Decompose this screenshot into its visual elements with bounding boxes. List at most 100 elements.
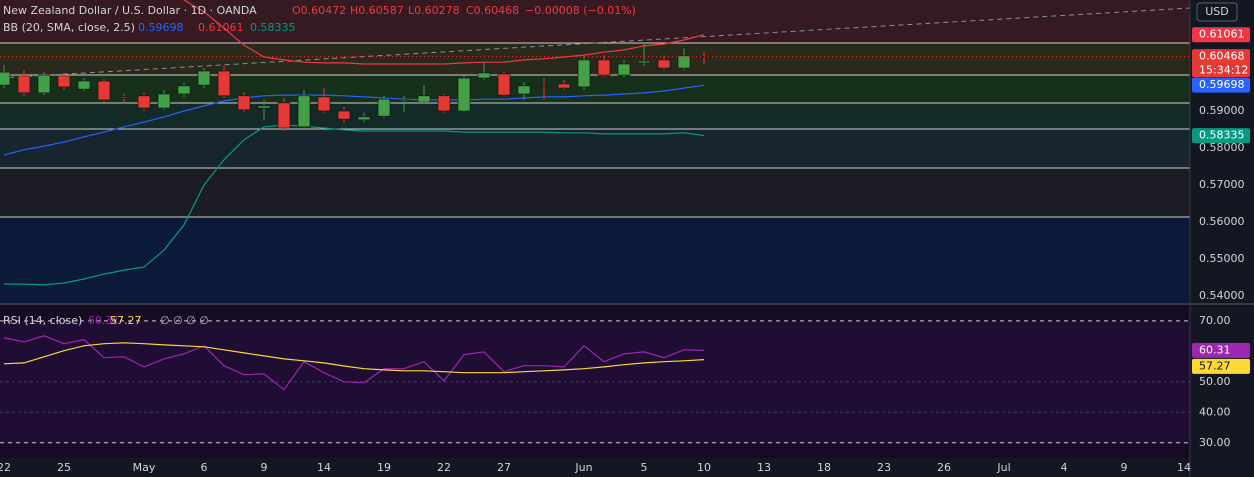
y-tick-label: 0.59000 — [1199, 104, 1245, 117]
price-tag — [1192, 128, 1250, 144]
y-tick-label: 0.58000 — [1199, 141, 1245, 154]
candle-body — [557, 83, 571, 89]
rsi-extra: ∅ ∅ ∅ ∅ — [160, 314, 209, 327]
candle-body — [337, 110, 351, 120]
y-tick-label: 0.55000 — [1199, 252, 1245, 265]
bb-middle-value: 0.59698 — [138, 21, 184, 34]
y-tick-label: 0.54000 — [1199, 289, 1245, 302]
price-tag — [1192, 49, 1250, 78]
rsi-value: 60.31 — [88, 314, 120, 327]
y-tick-label: 30.00 — [1199, 436, 1231, 449]
x-tick-label: 10 — [697, 461, 711, 474]
candle-body — [617, 63, 631, 76]
x-tick-label: 22 — [437, 461, 451, 474]
candle-body — [377, 98, 391, 117]
candle-body — [417, 95, 431, 103]
rsi-ma-value: 57.27 — [110, 314, 142, 327]
indicator-line — [3, 335, 705, 391]
candle-body — [277, 102, 291, 129]
currency-box: USD — [1196, 2, 1238, 22]
price-tag-label: 57.27 — [1199, 359, 1231, 372]
candle-body — [77, 80, 91, 90]
candle-body — [117, 96, 131, 99]
ohlc-high: H0.60587 — [350, 4, 404, 17]
candle-body — [157, 93, 171, 109]
candle-body — [0, 71, 11, 86]
candle-body — [497, 73, 511, 96]
symbol-title: New Zealand Dollar / U.S. Dollar · 1D · … — [3, 4, 257, 17]
x-tick-label: 27 — [497, 461, 511, 474]
price-tag — [1192, 342, 1250, 358]
price-tag-label: 0.61061 — [1199, 28, 1245, 41]
rsi-plot — [0, 320, 1190, 444]
candle-body — [437, 95, 451, 112]
x-tick-label: 4 — [1061, 461, 1068, 474]
bb-lower-value: 0.58335 — [250, 21, 296, 34]
candle-body — [237, 95, 251, 111]
bb-upper-value: 0.61061 — [198, 21, 244, 34]
ohlc-close: C0.60468 — [466, 4, 519, 17]
x-tick-label: May — [133, 461, 156, 474]
candle-body — [537, 84, 551, 87]
candle-body — [357, 116, 371, 121]
y-tick-label: 0.57000 — [1199, 178, 1245, 191]
indicator-line — [3, 84, 705, 156]
candle-body — [637, 60, 651, 64]
rsi-label: RSI (14, close) — [3, 314, 82, 327]
candle-body — [677, 55, 691, 69]
countdown: 15:34:12 — [1199, 64, 1248, 77]
x-tick-label: 6 — [201, 461, 208, 474]
price-tag — [1192, 27, 1250, 43]
y-tick-label: 40.00 — [1199, 405, 1231, 418]
x-tick-label: 22 — [0, 461, 11, 474]
price-tag-label: 0.58335 — [1199, 129, 1245, 142]
indicator-line — [3, 342, 705, 374]
header: New Zealand Dollar / U.S. Dollar · 1D · … — [3, 4, 636, 327]
price-tag — [1192, 77, 1250, 93]
x-tick-label: 14 — [317, 461, 331, 474]
x-tick-label: Jul — [996, 461, 1010, 474]
x-tick-label: 9 — [261, 461, 268, 474]
candle-body — [177, 85, 191, 95]
candle-body — [317, 96, 331, 112]
candle-body — [477, 72, 491, 79]
y-tick-label: 70.00 — [1199, 314, 1231, 327]
price-pane-bands — [0, 0, 1191, 303]
x-tick-label: Jun — [574, 461, 592, 474]
candle-body — [457, 77, 471, 112]
candle-body — [597, 59, 611, 76]
indicator-line — [182, 0, 705, 65]
price-plot — [0, 0, 1190, 286]
price-tag-label: 60.31 — [1199, 343, 1231, 356]
x-tick-label: 19 — [377, 461, 391, 474]
candle-body — [577, 59, 591, 88]
y-tick-label: 0.56000 — [1199, 215, 1245, 228]
x-tick-label: 23 — [877, 461, 891, 474]
ohlc-low: L0.60278 — [408, 4, 460, 17]
x-tick-label: 5 — [641, 461, 648, 474]
candle-body — [517, 85, 531, 95]
candle-body — [217, 70, 231, 97]
candle-body — [57, 75, 71, 88]
x-tick-label: 13 — [757, 461, 771, 474]
y-tick-label: 50.00 — [1199, 375, 1231, 388]
ohlc-change: −0.00008 (−0.01%) — [525, 4, 636, 17]
candle-body — [657, 59, 671, 69]
x-tick-label: 26 — [937, 461, 951, 474]
candle-body — [97, 80, 111, 101]
indicator-line — [4, 124, 705, 286]
candle-body — [297, 95, 311, 128]
x-tick-label: 18 — [817, 461, 831, 474]
x-tick-label: 9 — [1121, 461, 1128, 474]
ohlc-open: O0.60472 — [292, 4, 346, 17]
price-tag — [1192, 358, 1250, 374]
currency: USD — [1205, 5, 1229, 18]
candle-body — [257, 105, 271, 109]
candle-body — [397, 99, 411, 102]
candle-body — [197, 70, 211, 86]
candle-body — [37, 74, 51, 94]
x-tick-label: 14 — [1177, 461, 1191, 474]
x-tick-label: 25 — [57, 461, 71, 474]
